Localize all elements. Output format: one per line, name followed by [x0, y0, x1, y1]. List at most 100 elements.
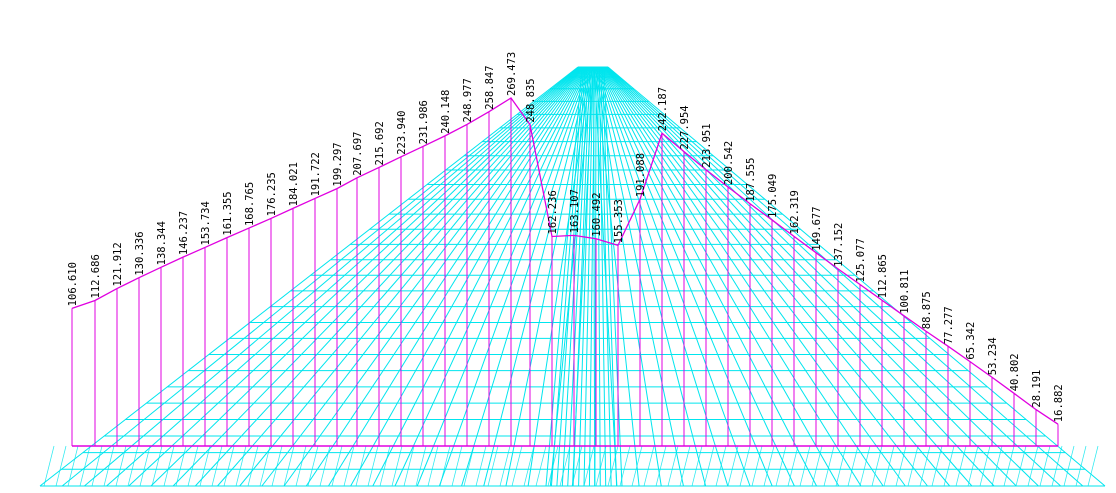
mesh-hatch [1003, 445, 1015, 487]
value-label: 227.954 [679, 105, 691, 149]
value-label: 175.049 [767, 174, 779, 218]
mesh-center-line [603, 66, 623, 487]
mesh-radial [596, 66, 707, 487]
mesh-hatch [307, 445, 319, 487]
mesh-hatch [811, 445, 823, 487]
value-label: 200.542 [723, 141, 735, 185]
mesh-radial [394, 66, 589, 487]
mesh-radial [172, 66, 583, 487]
mesh-hatch [919, 445, 931, 487]
mesh-radial [217, 66, 584, 487]
profile-lines [71, 97, 1059, 447]
value-label: 163.107 [569, 189, 581, 233]
mesh-hatch [487, 445, 499, 487]
mesh-hatch [871, 445, 883, 487]
mesh-hatch [1039, 445, 1051, 487]
value-label: 215.692 [374, 121, 386, 165]
value-label: 184.021 [288, 162, 300, 206]
value-label: 138.344 [156, 221, 168, 265]
mesh-radial [106, 66, 581, 487]
value-label: 112.865 [877, 254, 889, 298]
mesh-center-line [550, 66, 585, 487]
mesh-hatch [511, 445, 523, 487]
mesh-hatch [979, 445, 991, 487]
value-label: 191.722 [310, 152, 322, 196]
mesh-hatch [379, 445, 391, 487]
mesh-center-line [597, 66, 601, 487]
mesh-hatch [415, 445, 427, 487]
mesh-hatch [943, 445, 955, 487]
mesh-hatch [355, 445, 367, 487]
mesh-hatch [571, 445, 583, 487]
mesh-hatch [163, 445, 175, 487]
value-label: 161.355 [222, 191, 234, 235]
mesh-hatch [859, 445, 871, 487]
value-label: 248.977 [462, 78, 474, 122]
mesh-radial [607, 66, 1084, 487]
mesh-hatch [175, 445, 187, 487]
mesh-hatch [283, 445, 295, 487]
value-label: 248.835 [525, 78, 537, 122]
mesh-radial [606, 66, 1061, 487]
mesh-hatch [799, 445, 811, 487]
mesh-hatch [367, 445, 379, 487]
mesh-radial [328, 66, 587, 487]
value-label: 176.235 [266, 172, 278, 216]
mesh-hatch [1051, 445, 1063, 487]
value-label: 40.802 [1009, 353, 1021, 391]
mesh-radial [604, 66, 995, 487]
value-label: 162.236 [547, 190, 559, 234]
value-label: 146.237 [178, 211, 190, 255]
mesh-hatch [655, 445, 667, 487]
mesh-hatch [187, 445, 199, 487]
mesh-radial [461, 66, 591, 487]
mesh-hatch [1027, 445, 1039, 487]
mesh-radial [600, 66, 840, 487]
mesh-hatch [115, 445, 127, 487]
mesh-center-line [578, 66, 592, 487]
value-label: 137.152 [833, 223, 845, 267]
mesh-hatch [223, 445, 235, 487]
mesh-center-line [572, 66, 591, 487]
mesh-hatch [739, 445, 751, 487]
value-label: 130.336 [134, 231, 146, 275]
value-label: 231.986 [418, 100, 430, 144]
profile-line [71, 97, 1059, 425]
mesh-radial [597, 66, 751, 487]
value-label: 88.875 [921, 291, 933, 329]
mesh-hatch [559, 445, 571, 487]
mesh-hatch [451, 445, 463, 487]
mesh-hatch [775, 445, 787, 487]
value-label: 112.686 [90, 254, 102, 298]
mesh-hatch [1015, 445, 1027, 487]
mesh-hatch [643, 445, 655, 487]
value-label: 100.811 [899, 270, 911, 314]
mesh-hatch [151, 445, 163, 487]
mesh-radial [438, 66, 590, 487]
value-label: 269.473 [506, 52, 518, 96]
perspective-mesh [39, 66, 1106, 487]
mesh-hatch [211, 445, 223, 487]
mesh-center-line [601, 66, 618, 487]
mesh-hatch [631, 445, 643, 487]
value-label: 258.847 [484, 65, 496, 109]
mesh-hatch [1075, 445, 1087, 487]
mesh-hatch [247, 445, 259, 487]
value-label: 16.882 [1053, 384, 1065, 422]
mesh-radial [600, 66, 862, 487]
value-label: 155.353 [613, 199, 625, 243]
mesh-hatch [463, 445, 475, 487]
mesh-radial [598, 66, 795, 487]
mesh-hatch [751, 445, 763, 487]
value-label: 53.234 [987, 337, 999, 375]
mesh-radial [527, 66, 593, 487]
mesh-hatch [67, 445, 79, 487]
value-label: 240.148 [440, 90, 452, 134]
mesh-radial [194, 66, 583, 487]
mesh-hatch [679, 445, 691, 487]
mesh-hatch [235, 445, 247, 487]
mesh-hatch [55, 445, 67, 487]
mesh-hatch [499, 445, 511, 487]
